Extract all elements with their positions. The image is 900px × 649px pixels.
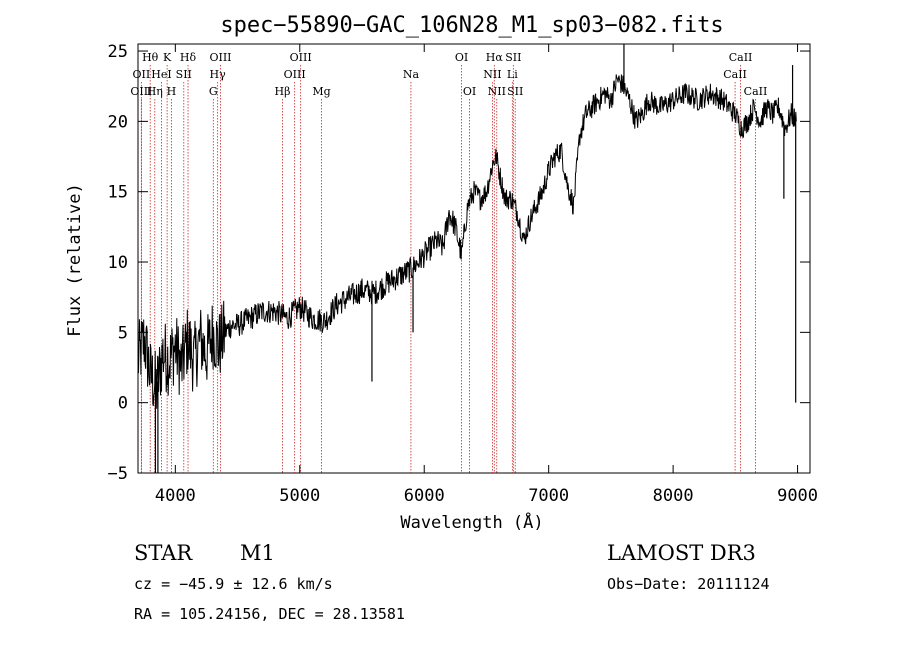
spectral-line-label: SII	[505, 51, 521, 64]
y-tick-label: 15	[108, 183, 128, 203]
y-axis: −5 0 5 10 15 20 25	[108, 42, 810, 484]
x-axis-label: Wavelength (Å)	[400, 511, 543, 533]
spectral-line-label: OIII	[209, 51, 231, 64]
spectral-line-label: CaII	[723, 68, 747, 81]
spectral-line-label: Li	[507, 68, 518, 81]
spectral-line-label: NII	[488, 85, 506, 98]
observation-date: Obs−Date: 20111124	[607, 575, 770, 593]
spectral-line-label: HeI	[151, 68, 171, 81]
spectral-line-label: OIII	[284, 68, 306, 81]
spectral-line-label: SII	[176, 68, 192, 81]
y-tick-label: 20	[108, 112, 128, 132]
object-class: STAR	[134, 541, 193, 565]
spectral-line-label: G	[209, 85, 218, 98]
y-tick-label: 0	[118, 394, 128, 414]
spectrum-line	[137, 74, 797, 409]
spectral-line-label: Hγ	[210, 68, 227, 81]
spectral-line-label: Hθ	[142, 51, 159, 64]
spectral-line-label: Mg	[312, 85, 330, 98]
spectral-line-markers	[140, 65, 756, 473]
survey-name: LAMOST DR3	[607, 541, 756, 565]
spectral-line-label: Hβ	[275, 85, 291, 98]
y-tick-label: 10	[108, 253, 128, 273]
x-tick-label: 5000	[279, 486, 320, 506]
spectral-line-label: NII	[483, 68, 501, 81]
chart-title: spec−55890−GAC_106N28_M1_sp03−082.fits	[220, 13, 723, 38]
spectral-line-label: OI	[463, 85, 476, 98]
y-axis-label: Flux (relative)	[65, 183, 85, 337]
coordinates: RA = 105.24156, DEC = 28.13581	[134, 605, 405, 623]
spectral-line-label: SII	[507, 85, 523, 98]
spectral-line-label: Hη	[147, 85, 163, 98]
x-axis: 4000 5000 6000 7000 8000 9000	[155, 44, 818, 506]
spectral-line-label: Na	[403, 68, 420, 81]
plot-frame	[137, 43, 811, 474]
x-tick-label: 4000	[155, 486, 196, 506]
spectral-line-label: Hδ	[180, 51, 197, 64]
x-tick-label: 6000	[404, 486, 445, 506]
spectral-line-labels: Hθ OII OIII K HeI Hη SII H Hδ OIII Hγ G OIII OIII Hβ Mg…	[130, 51, 767, 98]
spectral-line-label: K	[163, 51, 172, 64]
spectral-line-label: OI	[455, 51, 468, 64]
spectral-line-label: CaII	[744, 85, 768, 98]
x-tick-label: 8000	[653, 486, 694, 506]
y-tick-label: 5	[118, 323, 128, 343]
object-subclass: M1	[240, 541, 275, 565]
spectral-line-label: Hα	[486, 51, 504, 64]
redshift-velocity: cz = −45.9 ± 12.6 km/s	[134, 575, 333, 593]
spectral-line-label: OII	[133, 68, 151, 81]
y-tick-label: 25	[108, 42, 128, 62]
x-tick-label: 9000	[777, 486, 818, 506]
spectral-line-label: H	[167, 85, 177, 98]
spectrum-series	[137, 44, 797, 473]
spectral-line-label: CaII	[729, 51, 753, 64]
spectral-line-label: OIII	[130, 85, 152, 98]
spectral-line-label: OIII	[290, 51, 312, 64]
y-tick-label: −5	[108, 464, 128, 484]
x-tick-label: 7000	[528, 486, 569, 506]
